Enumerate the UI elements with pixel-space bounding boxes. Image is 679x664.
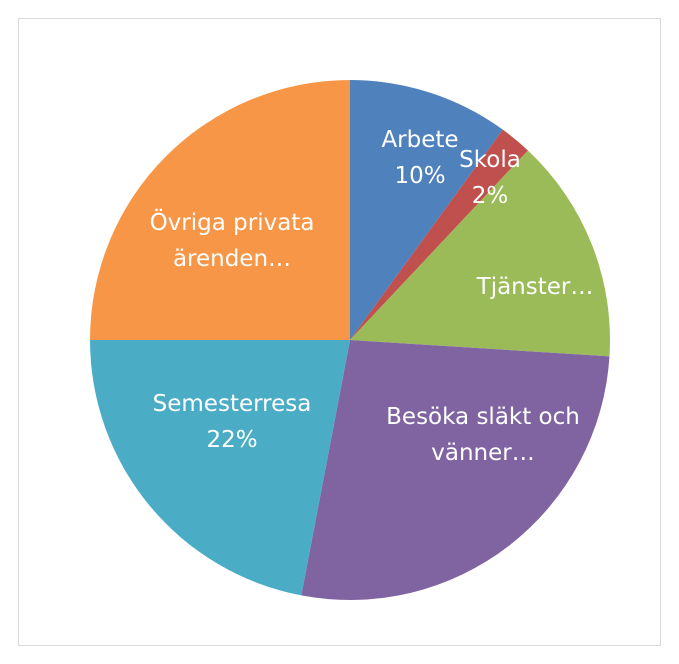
data-label: Skola 2% [450, 142, 530, 214]
data-label: Besöka släkt och vänner… [378, 399, 588, 471]
pie-slice [350, 150, 610, 357]
pie-slice [301, 340, 610, 601]
data-label: Semesterresa 22% [112, 386, 352, 458]
category-label: Övriga privata ärenden… [149, 210, 315, 272]
value-label: 10% [394, 163, 446, 189]
pie-slice [90, 80, 350, 340]
category-label: Semesterresa [152, 391, 312, 417]
category-label: Skola [459, 147, 521, 173]
category-label: Tjänster… [476, 274, 594, 300]
pie-slice [350, 129, 528, 340]
value-label: 2% [471, 183, 509, 209]
pie-slice [90, 340, 350, 596]
value-label: 22% [206, 427, 258, 453]
data-label: Övriga privata ärenden… [122, 205, 342, 277]
category-label: Arbete [381, 127, 459, 153]
pie-slice [350, 80, 503, 340]
data-label: Tjänster… [450, 269, 620, 305]
data-label: Arbete 10% [365, 122, 475, 194]
category-label: Besöka släkt och vänner… [386, 404, 580, 466]
